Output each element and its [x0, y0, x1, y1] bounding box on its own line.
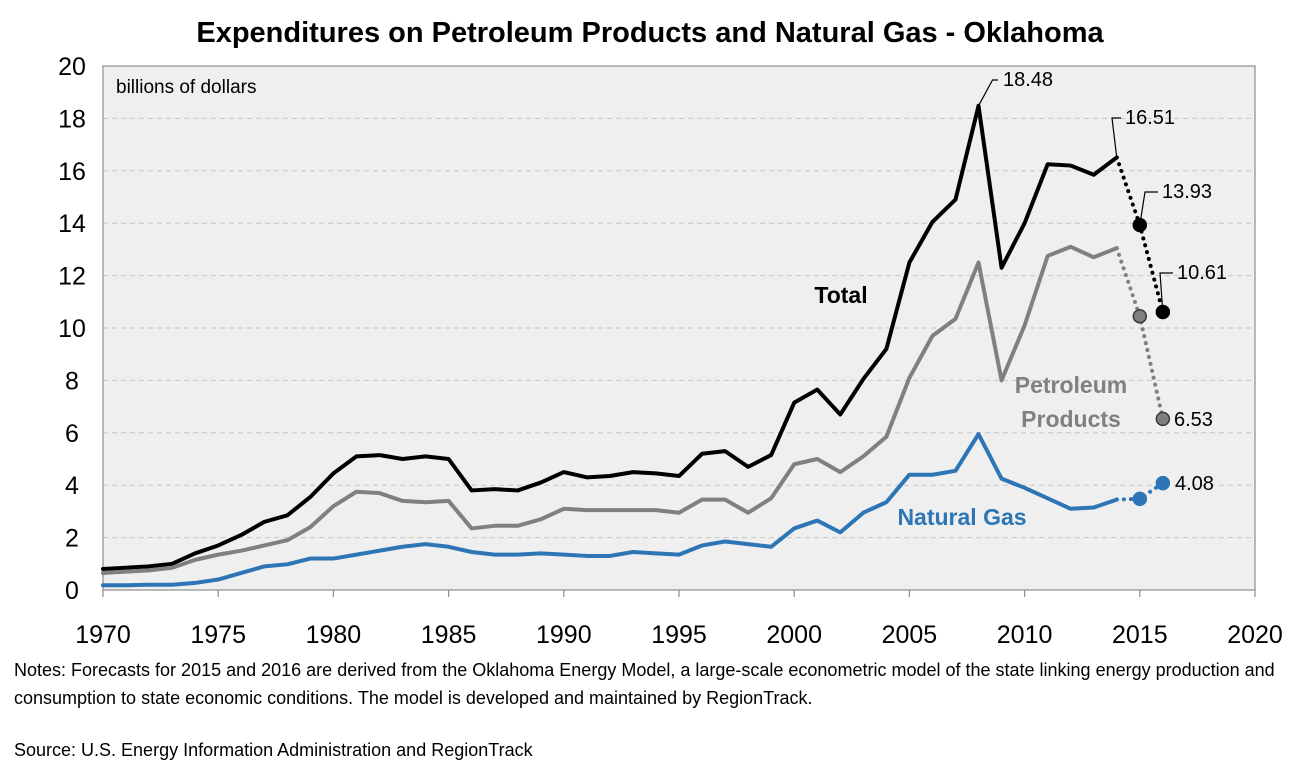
y-tick-10: 10 [58, 315, 86, 343]
series-line-total [101, 103, 1119, 572]
forecast-point-natural-gas-2015 [1132, 491, 1148, 507]
annotation-peak-2008: 18.48 [1003, 69, 1053, 91]
y-axis-tick-labels: 0 2 4 6 8 10 12 14 16 18 20 [58, 53, 86, 605]
annotation-total-2016: 10.61 [1177, 262, 1227, 284]
forecast-point-natural-gas-2016 [1155, 475, 1171, 491]
annotation-total-2015: 13.93 [1162, 181, 1212, 203]
y-tick-6: 6 [65, 420, 79, 448]
series-label-natural-gas: Natural Gas [897, 504, 1026, 530]
series-line-petroleum-products [101, 244, 1119, 575]
y-axis-unit-label: billions of dollars [116, 77, 256, 98]
y-tick-4: 4 [65, 472, 79, 500]
x-tick-2020: 2020 [1227, 621, 1283, 649]
leader-peak [977, 79, 998, 107]
x-tick-1975: 1975 [190, 621, 246, 649]
y-tick-12: 12 [58, 263, 86, 291]
leader-total-2015 [1139, 191, 1158, 226]
y-tick-14: 14 [58, 210, 86, 238]
chart-title: Expenditures on Petroleum Products and N… [196, 17, 1104, 49]
x-tick-2000: 2000 [766, 621, 822, 649]
y-tick-0: 0 [65, 577, 79, 605]
x-tick-1970: 1970 [75, 621, 131, 649]
x-tick-1995: 1995 [651, 621, 707, 649]
series-line-natural-gas [101, 432, 1119, 588]
forecast-point-petroleum-products-2015 [1132, 308, 1148, 324]
value-annotations: 18.48 16.51 13.93 10.61 6.53 4.08 [1003, 69, 1227, 495]
x-axis-tick-labels: 1970 1975 1980 1985 1990 1995 2000 2005 2010 2015… [75, 590, 1283, 649]
y-tick-2: 2 [65, 525, 79, 553]
x-tick-2010: 2010 [997, 621, 1053, 649]
forecast-point-petroleum-products-2016 [1155, 411, 1171, 427]
series-label-products: Products [1021, 406, 1121, 432]
x-tick-1985: 1985 [421, 621, 477, 649]
y-tick-8: 8 [65, 367, 79, 395]
series-label-petroleum: Petroleum [1015, 372, 1127, 398]
x-tick-2015: 2015 [1112, 621, 1168, 649]
annotation-natural-gas-2016: 4.08 [1175, 473, 1214, 495]
series-labels: Total Petroleum Products Natural Gas [814, 282, 1127, 530]
x-tick-1980: 1980 [306, 621, 362, 649]
chart-notes: Notes: Forecasts for 2015 and 2016 are d… [14, 660, 1275, 708]
annotation-leaders [977, 79, 1173, 313]
y-tick-20: 20 [58, 53, 86, 81]
annotation-petroleum-2016: 6.53 [1174, 409, 1213, 431]
chart-source: Source: U.S. Energy Information Administ… [14, 740, 533, 760]
annotation-total-2014: 16.51 [1125, 107, 1175, 129]
leader-total-last [1111, 117, 1121, 158]
series-lines [101, 103, 1119, 588]
series-label-total: Total [814, 282, 867, 308]
x-tick-2005: 2005 [882, 621, 938, 649]
y-tick-16: 16 [58, 158, 86, 186]
chart-svg: Expenditures on Petroleum Products and N… [58, 17, 1283, 649]
y-tick-18: 18 [58, 105, 86, 133]
x-tick-1990: 1990 [536, 621, 592, 649]
leader-total-2016 [1159, 272, 1173, 313]
